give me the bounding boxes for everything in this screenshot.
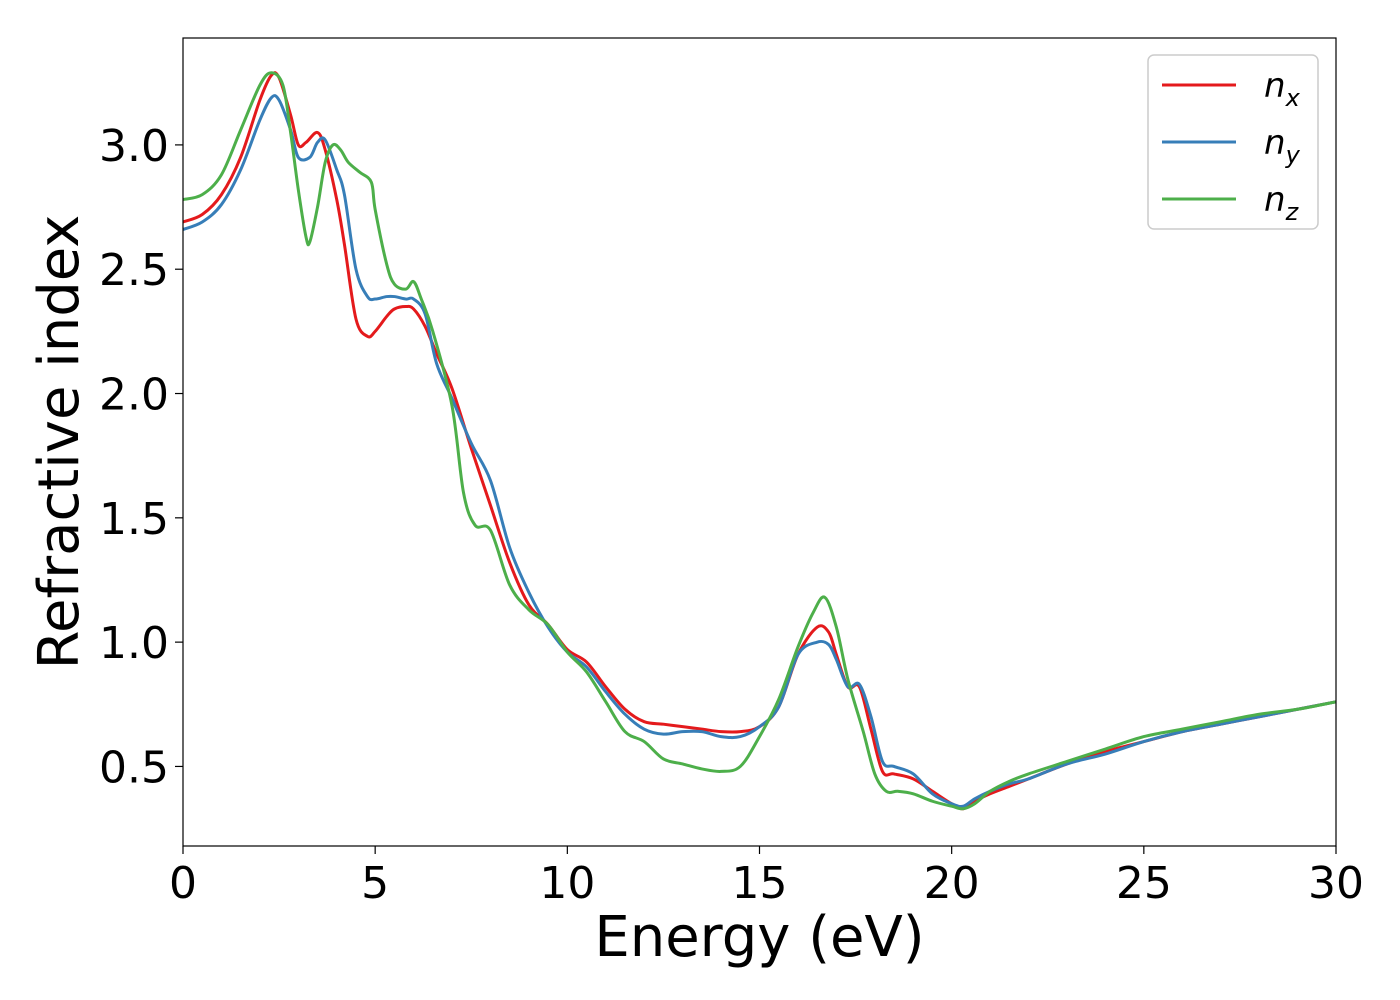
plot-area — [183, 38, 1336, 846]
y-tick-label: 0.5 — [99, 742, 169, 793]
legend-label-n-y: ny — [1264, 123, 1301, 169]
ticks-layer: 0 5 10 15 20 25 30 0.5 1.0 1.5 2.0 2.5 3.0 — [99, 121, 1364, 909]
legend: nx ny nz — [1147, 54, 1319, 230]
y-tick-label: 3.0 — [99, 121, 169, 172]
x-tick-label: 15 — [732, 858, 788, 909]
legend-label-n-z: nz — [1264, 180, 1300, 226]
y-tick-label: 1.5 — [99, 494, 169, 545]
legend-label-n-x: nx — [1264, 66, 1301, 112]
x-tick-label: 0 — [169, 858, 197, 909]
x-tick-label: 20 — [924, 858, 980, 909]
y-axis-title: Refractive index — [27, 215, 92, 670]
series-line-n-x — [182, 71, 1337, 811]
x-axis-title: Energy (eV) — [594, 905, 924, 970]
x-tick-label: 10 — [539, 858, 595, 909]
series-layer — [182, 71, 1337, 811]
series-line-n-z — [182, 71, 1337, 811]
x-tick-label: 25 — [1116, 858, 1172, 909]
y-tick-label: 2.0 — [99, 370, 169, 421]
x-tick-label: 30 — [1308, 858, 1364, 909]
y-tick-label: 1.0 — [99, 618, 169, 669]
y-tick-label: 2.5 — [99, 245, 169, 296]
plot-frame — [182, 37, 1337, 847]
series-line-n-y — [182, 94, 1337, 808]
x-tick-label: 5 — [361, 858, 389, 909]
